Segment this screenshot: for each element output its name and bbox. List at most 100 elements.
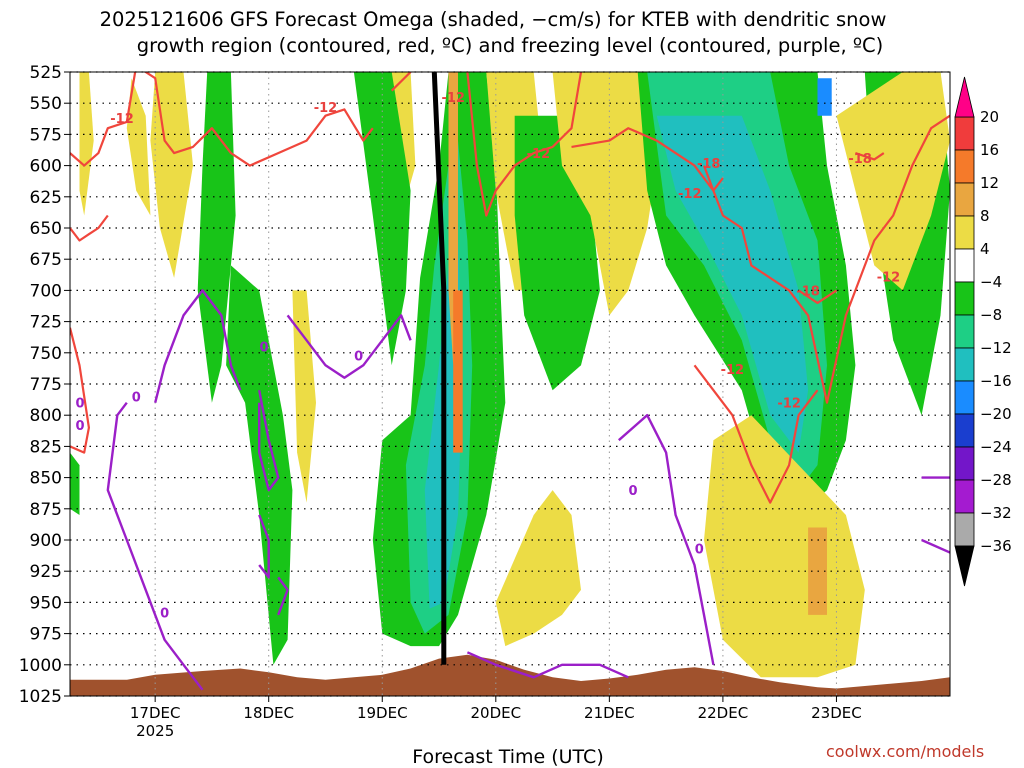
shade-yellow-early-2 bbox=[126, 78, 151, 216]
xtick-label-23DEC: 23DEC bbox=[811, 704, 862, 722]
contour-label-2: -12 bbox=[441, 91, 465, 106]
contour-label-18: 0 bbox=[695, 543, 704, 558]
xtick-label-18DEC: 18DEC bbox=[243, 704, 294, 722]
contour-label-3: -12 bbox=[527, 147, 551, 162]
ytick-label-675: 675 bbox=[30, 250, 62, 270]
shade-yellow-right bbox=[552, 72, 657, 316]
freezing-contours bbox=[106, 289, 950, 691]
colorbar: 20 16 12 8 4 −4 −8 −12 −16 −20 −24 −28 −32 −36 bbox=[954, 76, 1012, 587]
shade-green-b bbox=[226, 265, 293, 665]
contour-dgz18-a bbox=[702, 165, 724, 192]
colorbar-seg-10 bbox=[954, 446, 975, 481]
y-axis-ticks: 525 550 575 600 625 650 675 700 725 750 775 800 825 8… bbox=[19, 63, 70, 707]
ytick-label-725: 725 bbox=[30, 313, 62, 333]
colorbar-tick-0: 20 bbox=[980, 108, 999, 126]
shade-blue-right bbox=[817, 78, 832, 116]
colorbar-seg-5 bbox=[954, 281, 975, 316]
colorbar-seg-11 bbox=[954, 479, 975, 514]
shade-yellow-early-1 bbox=[79, 72, 94, 216]
colorbar-tick-7: −12 bbox=[980, 339, 1012, 357]
contour-label-4: -18 bbox=[697, 157, 721, 172]
shade-yellow-far-right bbox=[836, 72, 950, 291]
colorbar-bottom-triangle bbox=[954, 545, 975, 587]
shade-green-c bbox=[70, 452, 80, 515]
colorbar-tick-1: 16 bbox=[980, 141, 999, 159]
ytick-label-900: 900 bbox=[30, 531, 62, 551]
ytick-label-1000: 1000 bbox=[19, 656, 62, 676]
contour-frz-bottom bbox=[466, 651, 629, 679]
contour-labels: -12 -12 -12 -12 -18 -12 -18 -12 -18 -12 -12 0 0 0 0 0 0 0… bbox=[75, 91, 900, 621]
colorbar-tick-12: −32 bbox=[980, 504, 1012, 522]
contour-label-13: 0 bbox=[132, 390, 141, 405]
xtick-sublabel-2025: 2025 bbox=[136, 722, 174, 740]
ytick-label-625: 625 bbox=[30, 188, 62, 208]
contour-label-1: -12 bbox=[314, 101, 338, 116]
contour-label-5: -12 bbox=[678, 187, 702, 202]
shade-green-a bbox=[197, 72, 236, 403]
colorbar-tick-3: 8 bbox=[980, 207, 990, 225]
contour-label-16: 0 bbox=[160, 606, 169, 621]
colorbar-seg-4 bbox=[954, 248, 975, 283]
contour-frz-mid bbox=[286, 314, 412, 379]
xtick-label-20DEC: 20DEC bbox=[471, 704, 522, 722]
contour-dgz18-b bbox=[797, 289, 838, 304]
ytick-label-850: 850 bbox=[30, 469, 62, 489]
contour-frz-left bbox=[106, 401, 204, 691]
xtick-label-21DEC: 21DEC bbox=[584, 704, 635, 722]
contour-frz-far-right-low bbox=[921, 538, 950, 554]
contour-label-6: -18 bbox=[848, 152, 872, 167]
shade-green-d bbox=[353, 72, 411, 366]
colorbar-seg-2 bbox=[954, 182, 975, 217]
xtick-label-17DEC: 17DEC bbox=[130, 704, 181, 722]
contour-label-7: -12 bbox=[877, 271, 901, 286]
colorbar-seg-8 bbox=[954, 380, 975, 415]
colorbar-seg-1 bbox=[954, 149, 975, 184]
contour-dgz-mid-2 bbox=[466, 72, 583, 217]
colorbar-tick-2: 12 bbox=[980, 174, 999, 192]
ytick-label-775: 775 bbox=[30, 375, 62, 395]
shade-teal-right bbox=[656, 115, 809, 453]
contour-frz-right bbox=[618, 414, 715, 666]
ytick-label-825: 825 bbox=[30, 437, 62, 457]
ytick-label-575: 575 bbox=[30, 125, 62, 145]
ytick-label-550: 550 bbox=[30, 94, 62, 114]
terrain-fill bbox=[70, 654, 950, 696]
contour-frz-left-upper bbox=[154, 289, 242, 403]
dgz-contours bbox=[70, 72, 950, 504]
colorbar-tick-5: −4 bbox=[980, 273, 1002, 291]
contour-frz-loop-c bbox=[277, 576, 289, 616]
ytick-label-750: 750 bbox=[30, 344, 62, 364]
colorbar-tick-10: −24 bbox=[980, 438, 1012, 456]
colorbar-tick-11: −28 bbox=[980, 471, 1012, 489]
xtick-label-22DEC: 22DEC bbox=[698, 704, 749, 722]
contour-dgz-early bbox=[70, 72, 374, 167]
colorbar-seg-6 bbox=[954, 314, 975, 349]
credit-link[interactable]: coolwx.com/models bbox=[826, 742, 984, 761]
shade-yellow-low bbox=[495, 490, 581, 647]
contour-label-15: 0 bbox=[354, 349, 363, 364]
terrain-layer bbox=[70, 654, 950, 696]
ytick-label-875: 875 bbox=[30, 500, 62, 520]
ytick-label-1025: 1025 bbox=[19, 687, 62, 707]
contour-label-17: 0 bbox=[628, 484, 637, 499]
colorbar-tick-13: −36 bbox=[980, 537, 1012, 555]
contour-label-11: 0 bbox=[75, 397, 84, 412]
chart-title-line1: 2025121606 GFS Forecast Omega (shaded, −… bbox=[100, 8, 887, 31]
contour-dgz-early-lower bbox=[70, 214, 109, 242]
colorbar-seg-3 bbox=[954, 215, 975, 250]
black-vertical-line bbox=[431, 72, 447, 665]
contour-dgz-left bbox=[70, 327, 91, 454]
colorbar-seg-0 bbox=[954, 116, 975, 151]
colorbar-seg-9 bbox=[954, 413, 975, 448]
ytick-label-650: 650 bbox=[30, 219, 62, 239]
colorbar-tick-6: −8 bbox=[980, 306, 1002, 324]
colorbar-seg-7 bbox=[954, 347, 975, 382]
colorbar-top-triangle bbox=[954, 76, 975, 118]
contour-label-9: -12 bbox=[721, 363, 745, 378]
ytick-label-975: 975 bbox=[30, 625, 62, 645]
ytick-label-800: 800 bbox=[30, 406, 62, 426]
ytick-label-700: 700 bbox=[30, 281, 62, 301]
colorbar-tick-9: −20 bbox=[980, 405, 1012, 423]
